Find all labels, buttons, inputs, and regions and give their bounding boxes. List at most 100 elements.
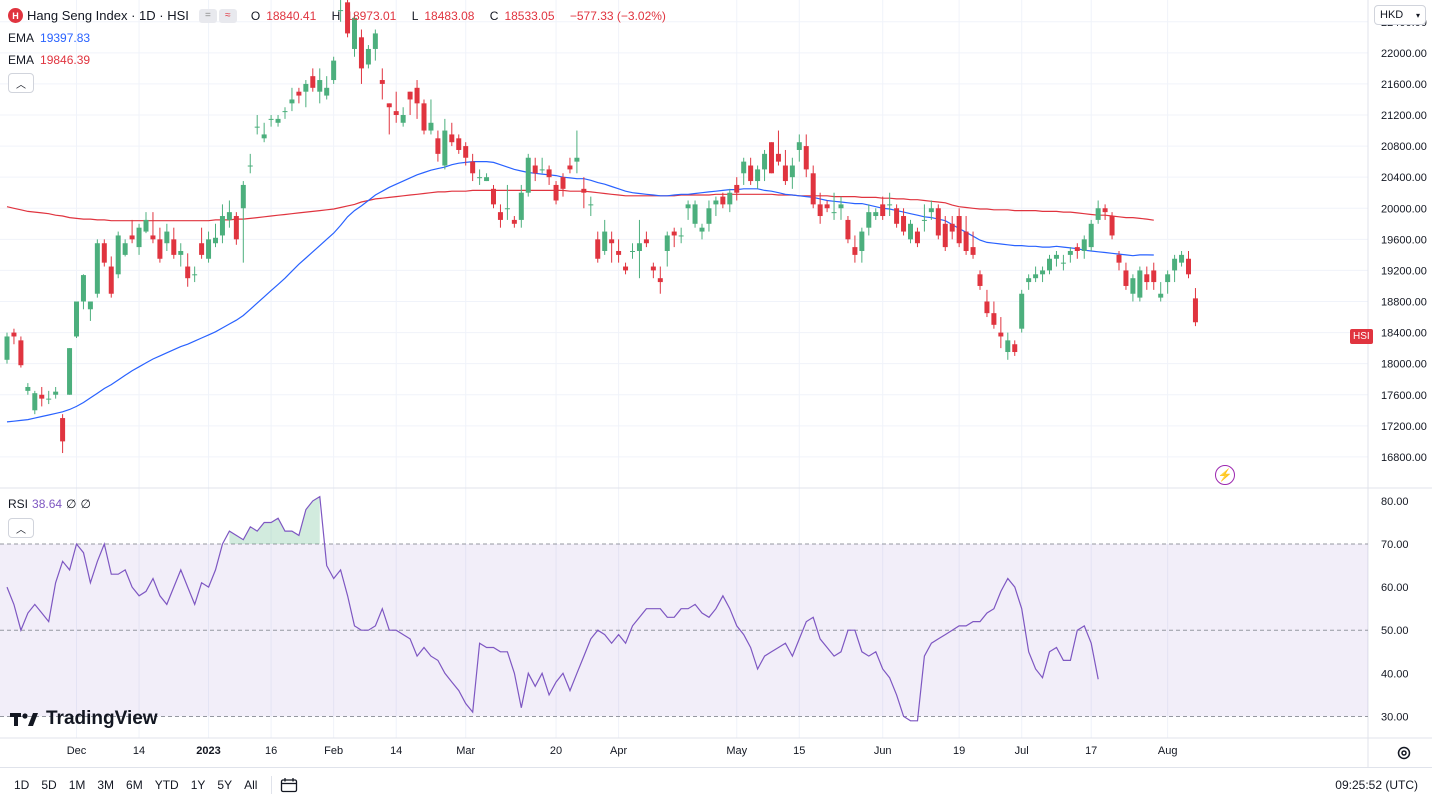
price-tick-label: 21200.00 [1381,110,1427,122]
candle-body [1067,250,1073,255]
tradingview-logo[interactable]: TradingView [10,708,158,730]
time-tick-label: Jul [1015,745,1029,757]
candle-body [192,274,198,276]
candle-body [942,223,948,248]
rsi-label: RSI [8,497,29,511]
candle-body [449,134,455,143]
candle-body [678,235,684,237]
candle-body [775,153,781,162]
open-value: 18840.41 [266,8,317,23]
candle-body [553,184,559,201]
symbol-logo: H [8,8,23,23]
candle-body [372,33,378,49]
range-button-3m[interactable]: 3M [97,777,115,792]
time-tick-label: Mar [456,745,475,757]
candle-body [477,177,483,179]
candle-body [991,313,997,325]
candle-body [247,165,253,167]
wave-icon[interactable]: ≈ [218,8,237,23]
rsi-tick-label: 40.00 [1381,668,1409,680]
range-button-1y[interactable]: 1Y [190,777,206,792]
candle-body [908,223,913,240]
candle-body [108,266,114,294]
candle-body [199,243,205,255]
candle-body [171,239,177,255]
candle-body [692,204,698,224]
lightning-icon[interactable]: ⚡ [1215,465,1235,485]
candle-body [1102,208,1108,213]
candle-body [636,243,642,251]
time-tick-label: Feb [324,745,343,757]
candle-body [456,138,462,150]
candle-body [887,204,893,206]
candle-body [643,239,649,244]
range-button-1m[interactable]: 1M [68,777,86,792]
candle-body [1179,254,1185,263]
rsi-tick-label: 60.00 [1381,582,1409,594]
ema-legend-1[interactable]: EMA 19397.83 [8,31,90,45]
candle-body [859,231,865,251]
utc-clock[interactable]: 09:25:52 (UTC) [1335,778,1418,792]
range-button-all[interactable]: All [244,777,258,792]
candle-body [282,111,288,113]
candle-body [1186,258,1191,275]
chevron-up-icon: ︿ [16,524,26,536]
rsi-overbought-fill [229,496,320,545]
candle-body [240,184,246,209]
candle-body [1130,278,1136,294]
candle-body [609,239,615,244]
candle-body [1060,262,1066,264]
gear-icon[interactable] [1396,745,1412,761]
candle-body [699,227,705,232]
candle-body [755,169,761,182]
candle-body [219,216,225,236]
candle-body [101,243,107,263]
range-button-6m[interactable]: 6M [126,777,143,792]
range-button-5y[interactable]: 5Y [217,777,233,792]
candle-body [1005,340,1011,353]
candle-body [338,10,344,12]
candle-body [470,161,476,174]
candle-body [1047,258,1052,271]
candle-body [720,196,726,205]
candle-body [928,208,934,213]
candle-body [623,266,629,271]
ema-label: EMA [8,53,35,67]
candle-body [748,165,754,182]
minus-icon[interactable]: = [198,8,217,23]
candle-body [1095,208,1101,220]
candle-body [143,219,149,232]
candle-body [539,169,545,171]
collapse-legend-button[interactable]: ︿ [8,73,34,93]
time-tick-label: 19 [953,745,965,757]
candle-body [1151,270,1157,283]
currency-select[interactable]: HKD ▾ [1374,5,1426,25]
candle-body [1053,254,1059,259]
collapse-rsi-button[interactable]: ︿ [8,518,34,538]
candle-body [977,274,983,286]
symbol-title[interactable]: Hang Seng Index · 1D · HSI [27,8,189,23]
candle-body [442,130,448,166]
price-tick-label: 21600.00 [1381,79,1427,91]
ema-legend-2[interactable]: EMA 19846.39 [8,53,90,67]
candle-body [789,165,795,178]
candle-body [970,247,976,255]
price-tick-label: 19600.00 [1381,234,1427,246]
candle-body [588,204,594,206]
rsi-legend[interactable]: RSI 38.64 ∅ ∅ [8,497,91,511]
candle-body [352,17,357,49]
range-button-1d[interactable]: 1D [14,777,30,792]
candle-body [46,398,52,400]
time-tick-label: 15 [793,745,805,757]
candle-body [956,216,962,244]
calendar-icon[interactable] [280,776,298,794]
range-button-5d[interactable]: 5D [41,777,57,792]
chevron-down-icon: ▾ [1415,10,1420,20]
candle-body [414,87,420,104]
candle-body [803,146,809,170]
candle-body [435,138,441,154]
range-button-ytd[interactable]: YTD [154,777,179,792]
change-value: −577.33 (−3.02%) [569,8,666,23]
candle-body [164,231,170,244]
